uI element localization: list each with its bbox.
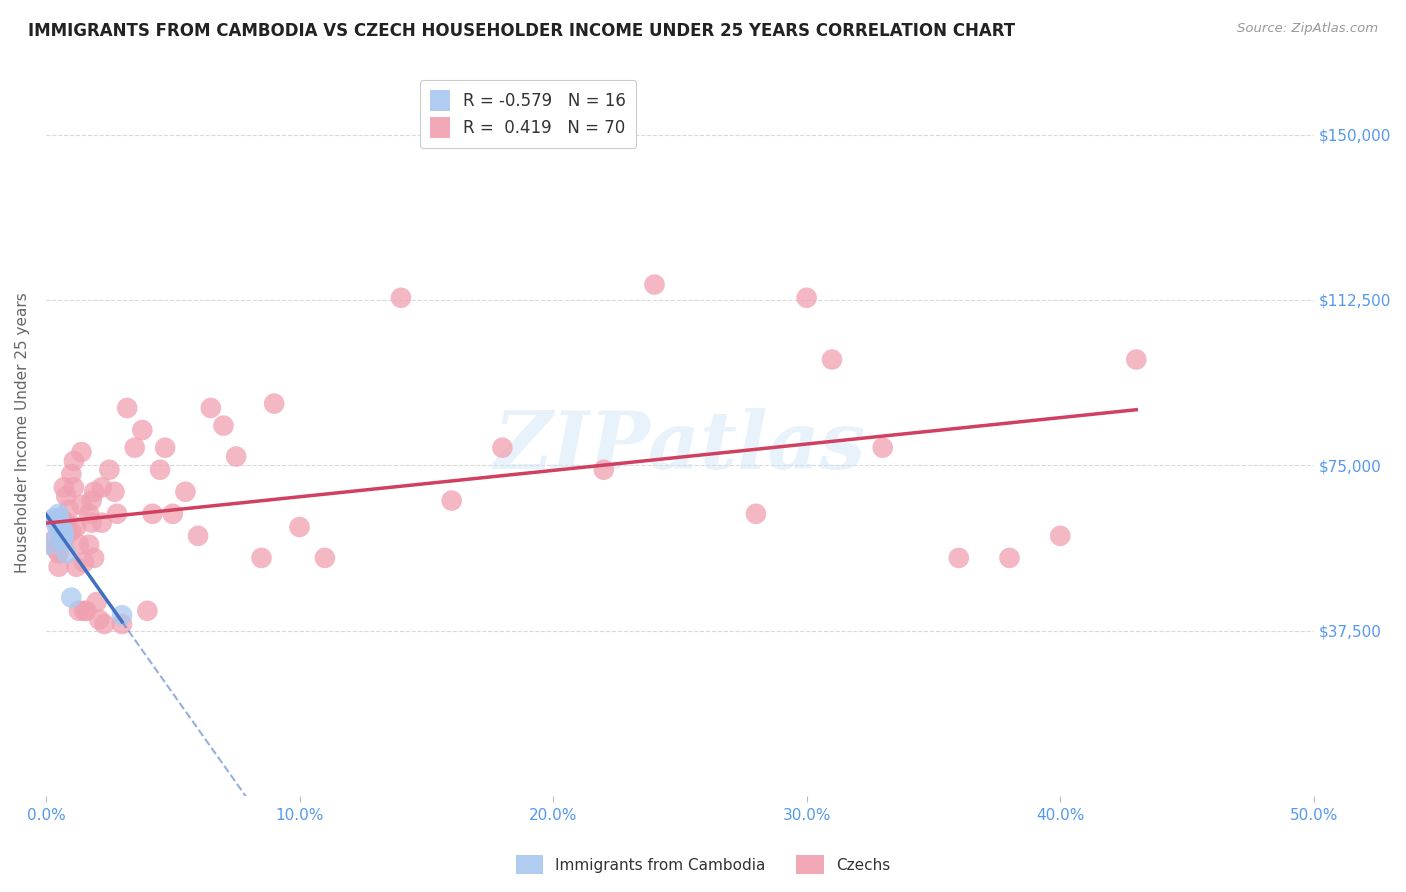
Point bbox=[63, 454, 86, 468]
Point bbox=[70, 445, 93, 459]
Point bbox=[45, 513, 67, 527]
Point bbox=[105, 507, 128, 521]
Point bbox=[187, 529, 209, 543]
Point bbox=[51, 511, 73, 525]
Legend: R = -0.579   N = 16, R =  0.419   N = 70: R = -0.579 N = 16, R = 0.419 N = 70 bbox=[419, 80, 636, 148]
Point bbox=[141, 507, 163, 521]
Point bbox=[149, 463, 172, 477]
Point bbox=[111, 608, 134, 623]
Point bbox=[124, 441, 146, 455]
Point bbox=[45, 542, 67, 557]
Point bbox=[65, 520, 87, 534]
Point bbox=[440, 493, 463, 508]
Point bbox=[60, 591, 83, 605]
Point bbox=[389, 291, 412, 305]
Point bbox=[153, 441, 176, 455]
Point bbox=[1049, 529, 1071, 543]
Text: ZIPatlas: ZIPatlas bbox=[494, 408, 866, 485]
Point bbox=[796, 291, 818, 305]
Point bbox=[644, 277, 666, 292]
Point bbox=[745, 507, 768, 521]
Point bbox=[80, 493, 103, 508]
Point bbox=[98, 463, 121, 477]
Text: IMMIGRANTS FROM CAMBODIA VS CZECH HOUSEHOLDER INCOME UNDER 25 YEARS CORRELATION : IMMIGRANTS FROM CAMBODIA VS CZECH HOUSEH… bbox=[28, 22, 1015, 40]
Point bbox=[67, 538, 90, 552]
Point bbox=[111, 617, 134, 632]
Point bbox=[250, 550, 273, 565]
Point bbox=[48, 516, 70, 530]
Point bbox=[63, 480, 86, 494]
Point bbox=[48, 507, 70, 521]
Point bbox=[83, 484, 105, 499]
Point bbox=[200, 401, 222, 415]
Point bbox=[73, 555, 96, 569]
Point bbox=[89, 613, 111, 627]
Point bbox=[52, 524, 75, 539]
Point bbox=[103, 484, 125, 499]
Y-axis label: Householder Income Under 25 years: Householder Income Under 25 years bbox=[15, 292, 30, 573]
Point bbox=[45, 517, 67, 532]
Point bbox=[174, 484, 197, 499]
Legend: Immigrants from Cambodia, Czechs: Immigrants from Cambodia, Czechs bbox=[509, 849, 897, 880]
Point bbox=[48, 524, 70, 539]
Point bbox=[60, 524, 83, 539]
Point bbox=[90, 480, 112, 494]
Point bbox=[55, 547, 77, 561]
Point bbox=[52, 533, 75, 548]
Point bbox=[48, 559, 70, 574]
Point bbox=[51, 526, 73, 541]
Point bbox=[48, 511, 70, 525]
Point bbox=[263, 396, 285, 410]
Point bbox=[55, 516, 77, 530]
Point bbox=[58, 524, 80, 539]
Point bbox=[162, 507, 184, 521]
Point bbox=[314, 550, 336, 565]
Point bbox=[51, 520, 73, 534]
Point bbox=[131, 423, 153, 437]
Point bbox=[48, 547, 70, 561]
Point bbox=[52, 531, 75, 545]
Point bbox=[115, 401, 138, 415]
Point bbox=[51, 524, 73, 539]
Point bbox=[225, 450, 247, 464]
Point bbox=[592, 463, 614, 477]
Point bbox=[821, 352, 844, 367]
Point bbox=[52, 480, 75, 494]
Point bbox=[58, 502, 80, 516]
Point bbox=[42, 533, 65, 548]
Point bbox=[70, 498, 93, 512]
Point bbox=[67, 604, 90, 618]
Point bbox=[288, 520, 311, 534]
Point bbox=[55, 489, 77, 503]
Point bbox=[90, 516, 112, 530]
Point bbox=[38, 538, 60, 552]
Point bbox=[80, 516, 103, 530]
Point bbox=[76, 604, 98, 618]
Text: Source: ZipAtlas.com: Source: ZipAtlas.com bbox=[1237, 22, 1378, 36]
Point bbox=[1125, 352, 1147, 367]
Point bbox=[212, 418, 235, 433]
Point bbox=[86, 595, 108, 609]
Point bbox=[65, 559, 87, 574]
Point bbox=[77, 538, 100, 552]
Point bbox=[136, 604, 159, 618]
Point bbox=[93, 617, 115, 632]
Point bbox=[60, 467, 83, 482]
Point bbox=[77, 507, 100, 521]
Point bbox=[491, 441, 513, 455]
Point bbox=[42, 511, 65, 525]
Point bbox=[948, 550, 970, 565]
Point bbox=[998, 550, 1021, 565]
Point bbox=[51, 533, 73, 548]
Point bbox=[83, 550, 105, 565]
Point bbox=[73, 604, 96, 618]
Point bbox=[872, 441, 894, 455]
